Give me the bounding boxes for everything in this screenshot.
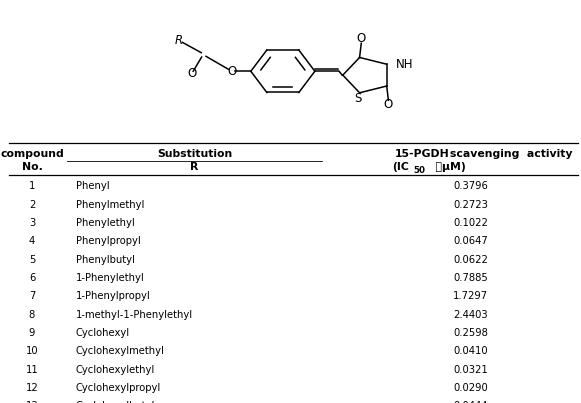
Text: O: O xyxy=(357,32,366,46)
Text: 0.0290: 0.0290 xyxy=(453,383,488,393)
Text: 10: 10 xyxy=(26,346,38,356)
Text: 、μM): 、μM) xyxy=(428,162,466,172)
Text: 0.0622: 0.0622 xyxy=(453,255,488,265)
Text: 4: 4 xyxy=(29,236,35,246)
Text: 0.1022: 0.1022 xyxy=(453,218,488,228)
Text: O: O xyxy=(384,98,393,111)
Text: 13: 13 xyxy=(26,401,38,403)
Text: 0.7885: 0.7885 xyxy=(453,273,488,283)
Text: Phenylethyl: Phenylethyl xyxy=(76,218,134,228)
Text: Cyclohexylmethyl: Cyclohexylmethyl xyxy=(76,346,164,356)
Text: 2.4403: 2.4403 xyxy=(453,310,488,320)
Text: scavenging  activity: scavenging activity xyxy=(450,149,573,158)
Text: Phenylbutyl: Phenylbutyl xyxy=(76,255,134,265)
Text: 15-PGDH: 15-PGDH xyxy=(395,149,450,158)
Text: 5: 5 xyxy=(29,255,35,265)
Text: 0.0321: 0.0321 xyxy=(453,365,488,375)
Text: (IC: (IC xyxy=(392,162,409,172)
Text: 11: 11 xyxy=(26,365,38,375)
Text: 0.0444: 0.0444 xyxy=(454,401,488,403)
Text: R: R xyxy=(191,162,199,172)
Text: R: R xyxy=(174,34,182,47)
Text: 0.2598: 0.2598 xyxy=(453,328,488,338)
Text: Phenyl: Phenyl xyxy=(76,181,109,191)
Text: 7: 7 xyxy=(29,291,35,301)
Text: Cyclohexylpropyl: Cyclohexylpropyl xyxy=(76,383,161,393)
Text: 12: 12 xyxy=(26,383,38,393)
Text: compound: compound xyxy=(0,149,64,158)
Text: No.: No. xyxy=(21,162,42,172)
Text: 0.2723: 0.2723 xyxy=(453,199,488,210)
Text: 2: 2 xyxy=(29,199,35,210)
Text: 8: 8 xyxy=(29,310,35,320)
Text: 0.0410: 0.0410 xyxy=(453,346,488,356)
Text: 1-Phenylpropyl: 1-Phenylpropyl xyxy=(76,291,150,301)
Text: NH: NH xyxy=(396,58,414,71)
Text: Phenylpropyl: Phenylpropyl xyxy=(76,236,140,246)
Text: Cyclohexyl: Cyclohexyl xyxy=(76,328,130,338)
Text: 1-Phenylethyl: 1-Phenylethyl xyxy=(76,273,144,283)
Text: 1: 1 xyxy=(29,181,35,191)
Text: 1.7297: 1.7297 xyxy=(453,291,488,301)
Text: 50: 50 xyxy=(414,166,426,175)
Text: Cyclohexylbutyl: Cyclohexylbutyl xyxy=(76,401,155,403)
Text: 3: 3 xyxy=(29,218,35,228)
Text: 0.3796: 0.3796 xyxy=(453,181,488,191)
Text: 6: 6 xyxy=(29,273,35,283)
Text: 1-methyl-1-Phenylethyl: 1-methyl-1-Phenylethyl xyxy=(76,310,193,320)
Text: S: S xyxy=(354,92,361,105)
Text: O: O xyxy=(187,67,196,80)
Text: O: O xyxy=(228,65,237,78)
Text: Substitution: Substitution xyxy=(157,149,232,158)
Text: Cyclohexylethyl: Cyclohexylethyl xyxy=(76,365,155,375)
Text: Phenylmethyl: Phenylmethyl xyxy=(76,199,144,210)
Text: 9: 9 xyxy=(29,328,35,338)
Text: 0.0647: 0.0647 xyxy=(453,236,488,246)
